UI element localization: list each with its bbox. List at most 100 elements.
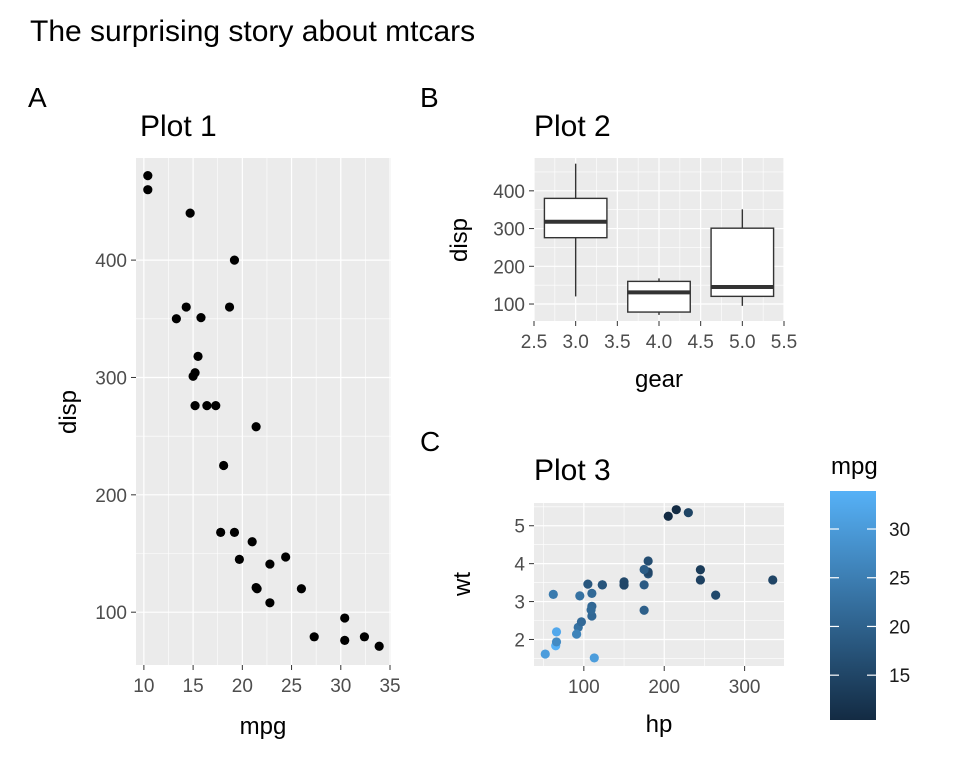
x-tick-label: 3.0 [562, 332, 588, 353]
y-tick-label: 100 [493, 295, 525, 316]
data-point [540, 649, 550, 659]
plot-2-boxes [543, 163, 775, 315]
data-point [586, 605, 596, 615]
legend-tick-label: 20 [889, 617, 910, 638]
plot-3-x-label: hp [646, 711, 673, 738]
y-tick-label: 200 [493, 257, 525, 278]
plot-2-title: Plot 2 [534, 110, 611, 143]
panel-tag-b: B [420, 82, 439, 113]
x-tick-label: 35 [379, 676, 400, 697]
data-point [340, 635, 350, 645]
data-point [265, 598, 275, 608]
box-body [710, 227, 775, 298]
data-point [711, 590, 721, 600]
data-point [251, 582, 261, 593]
plot-1-x-label: mpg [240, 713, 287, 740]
data-point [193, 351, 203, 361]
data-point [551, 627, 562, 637]
data-point [265, 559, 275, 569]
x-tick-label: 15 [183, 676, 204, 697]
data-point [639, 605, 649, 615]
data-point [229, 527, 240, 537]
plot-3-title: Plot 3 [534, 454, 611, 487]
data-point [309, 632, 319, 642]
data-point [185, 208, 195, 218]
y-tick-label: 200 [95, 486, 127, 507]
x-tick-label: 20 [232, 676, 253, 697]
data-point [216, 527, 226, 537]
plot-3-points [540, 505, 778, 663]
data-point [639, 564, 649, 575]
plot-1-points [143, 171, 384, 651]
data-point [597, 580, 607, 590]
legend-title: mpg [831, 453, 878, 480]
data-point [340, 613, 350, 623]
plot-3-panel [534, 503, 784, 666]
data-point [589, 653, 599, 663]
mpg-legend: mpg 15 20 25 30 [830, 453, 910, 720]
legend-tick-label: 25 [889, 569, 910, 590]
data-point [281, 552, 291, 562]
data-point [575, 591, 585, 601]
x-tick-label: 200 [648, 677, 680, 698]
data-point [143, 171, 153, 181]
data-point [202, 401, 212, 411]
data-point [143, 185, 153, 195]
plot-3-grid [534, 503, 784, 666]
y-tick-label: 4 [514, 555, 525, 576]
data-point [548, 589, 558, 599]
data-point [374, 641, 384, 651]
data-point [171, 314, 181, 324]
plot-1: Plot 1 10 15 20 25 30 35 100 200 300 400 mpg disp [55, 110, 401, 740]
plot-1-ticks: 10 15 20 25 30 35 100 200 300 400 [95, 251, 400, 697]
x-tick-label: 5.0 [729, 332, 755, 353]
x-tick-label: 4.5 [687, 332, 713, 353]
legend-colorbar [830, 491, 876, 720]
plot-2-x-label: gear [635, 366, 683, 393]
y-tick-label: 3 [514, 593, 525, 614]
data-point [181, 302, 191, 312]
x-tick-label: 5.5 [771, 332, 797, 353]
x-tick-label: 300 [729, 677, 761, 698]
plot-3-ticks: 100 200 300 2 3 4 5 [514, 517, 760, 698]
legend-tick-label: 30 [889, 520, 910, 541]
y-tick-label: 5 [514, 517, 525, 538]
data-point [695, 575, 705, 585]
plot-3: Plot 3 100 200 300 2 3 4 5 hp wt [449, 454, 784, 738]
y-tick-label: 100 [95, 603, 127, 624]
data-point [639, 580, 649, 590]
data-point [671, 505, 681, 515]
y-tick-label: 400 [95, 251, 127, 272]
data-point [643, 556, 653, 566]
data-point [188, 371, 198, 381]
data-point [663, 511, 673, 521]
data-point [211, 401, 221, 411]
x-tick-label: 2.5 [521, 332, 547, 353]
box-body [627, 280, 691, 313]
data-point [359, 632, 370, 642]
data-point [251, 422, 261, 432]
data-point [587, 588, 597, 599]
data-point [234, 554, 244, 564]
data-point [229, 255, 240, 265]
data-point [683, 508, 693, 518]
data-point [296, 584, 307, 594]
data-point [583, 579, 593, 589]
legend-ticks: 15 20 25 30 [830, 520, 910, 687]
data-point [619, 580, 629, 590]
x-tick-label: 3.5 [604, 332, 630, 353]
plot-3-y-label: wt [449, 572, 476, 597]
plot-1-panel [136, 158, 391, 665]
y-tick-label: 2 [514, 630, 525, 651]
data-point [695, 565, 705, 575]
y-tick-label: 300 [493, 220, 525, 241]
data-point [247, 537, 257, 547]
data-point [551, 637, 562, 647]
figure-title: The surprising story about mtcars [30, 15, 475, 48]
box-body [543, 197, 608, 239]
x-tick-label: 25 [281, 676, 302, 697]
data-point [576, 617, 587, 627]
data-point [224, 302, 235, 312]
x-tick-label: 4.0 [646, 332, 672, 353]
plot-1-title: Plot 1 [140, 110, 217, 143]
